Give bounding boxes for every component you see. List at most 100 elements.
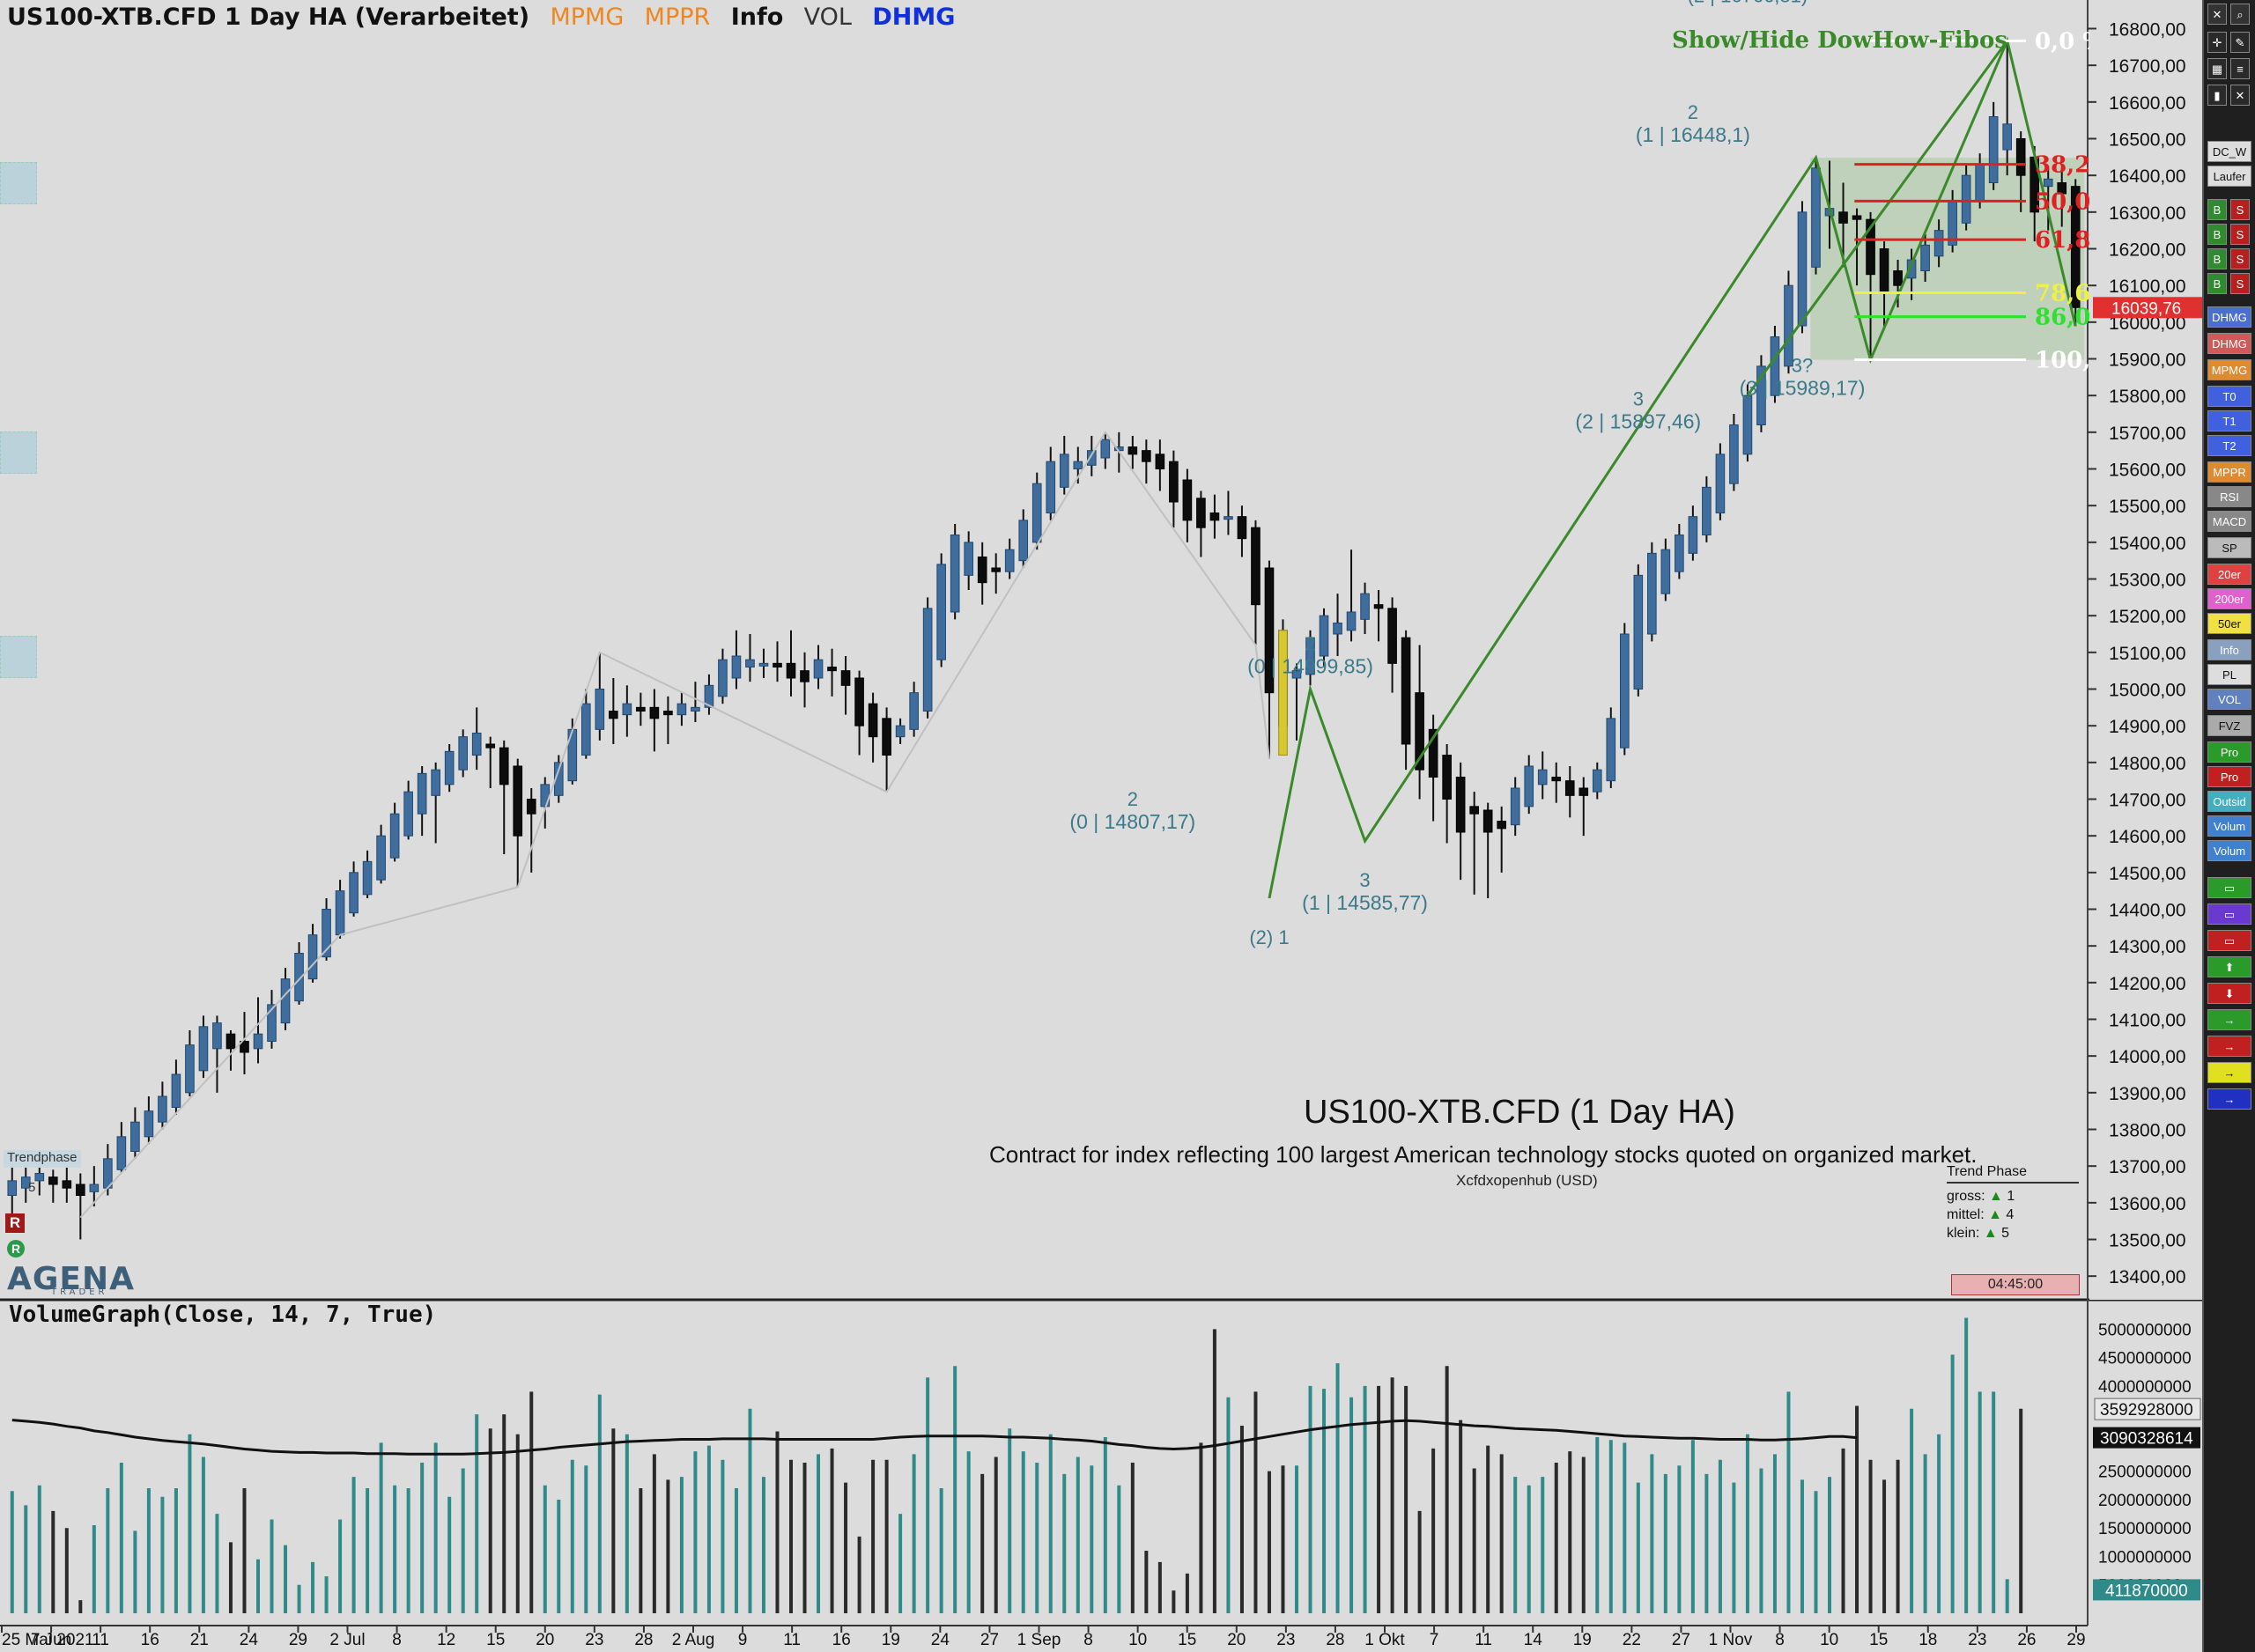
candle-body (622, 703, 632, 716)
r-circle-badge[interactable]: R (7, 1240, 25, 1257)
side-marker[interactable] (0, 162, 37, 204)
trend-row-label: klein: (1947, 1226, 1980, 1241)
toolbar-buy[interactable]: B (2207, 248, 2227, 269)
instrument-description: Contract for index reflecting 100 larges… (989, 1141, 1978, 1168)
close-icon[interactable]: ✕ (2207, 4, 2227, 25)
trend-row-gross: gross: ▲ 1 (1947, 1189, 2079, 1207)
chart-icon[interactable]: ▮ (2207, 85, 2227, 106)
indicator-mpmg[interactable]: MPMG (550, 4, 625, 31)
candle-body (895, 725, 906, 738)
toolbar-green-rect-icon[interactable]: ▭ (2207, 877, 2251, 898)
wave-label-number: (2 | 16766,81) (1688, 0, 1808, 6)
price-tick-label: 14200,00 (2109, 974, 2186, 994)
arrow-right-blue-icon[interactable]: → (2207, 1088, 2251, 1110)
toolbar-dhmg-2[interactable]: DHMG (2207, 333, 2251, 354)
candle-body (267, 1004, 277, 1043)
toolbar-50er[interactable]: 50er (2207, 613, 2251, 634)
toolbar-buy[interactable]: B (2207, 224, 2227, 245)
toolbar-buy[interactable]: B (2207, 273, 2227, 294)
date-tick-label: 12 (437, 1631, 455, 1649)
candle-body (1497, 821, 1506, 830)
candle-body (116, 1136, 127, 1170)
toolbar-mpmg[interactable]: MPMG (2207, 359, 2251, 380)
trend-row-label: mittel: (1947, 1207, 1985, 1222)
search-icon[interactable]: ⌕ (2230, 4, 2250, 25)
toolbar-20er[interactable]: 20er (2207, 564, 2251, 585)
toolbar-red-rect-icon[interactable]: ▭ (2207, 930, 2251, 951)
indicator-info[interactable]: Info (730, 4, 784, 31)
toolbar-dhmg[interactable]: DHMG (2207, 306, 2251, 328)
trend-row-value: 4 (2006, 1207, 2015, 1222)
toolbar-t1[interactable]: T1 (2207, 410, 2251, 431)
toolbar-sp[interactable]: SP (2207, 537, 2251, 558)
toolbar-buy[interactable]: B (2207, 199, 2227, 220)
candle-body (130, 1121, 140, 1152)
toolbar-sell[interactable]: S (2230, 224, 2250, 245)
candle-body (1264, 567, 1275, 694)
draw-icon[interactable]: ✎ (2230, 32, 2250, 53)
up-triangle-icon: ▲ (1989, 1189, 2003, 1204)
arrow-up-icon[interactable]: ⬆ (2207, 956, 2251, 977)
toolbar-vol[interactable]: VOL (2207, 689, 2251, 710)
wave-label-value: (2 | 15897,46) (1575, 410, 1701, 433)
volume-tick-label: 1000000000 (2098, 1548, 2192, 1567)
toolbar-pl[interactable]: PL (2207, 664, 2251, 685)
indicator-dhmg[interactable]: DHMG (872, 4, 956, 31)
candle-body (48, 1176, 58, 1185)
agena-logo-sub: TRADER (51, 1287, 108, 1297)
toolbar-sell[interactable]: S (2230, 273, 2250, 294)
volume-panel-title[interactable]: VolumeGraph(Close, 14, 7, True) (9, 1302, 437, 1328)
indicator-mppr[interactable]: MPPR (644, 4, 711, 31)
toolbar-fvz[interactable]: FVZ (2207, 715, 2251, 736)
indicator-vol[interactable]: VOL (803, 4, 852, 31)
toolbar-purple-rect-icon[interactable]: ▭ (2207, 903, 2251, 925)
wave-labels: 2(1 | 16448,1)(2 | 16766,81)3(2 | 15897,… (1069, 0, 1865, 948)
toolbar-macd[interactable]: MACD (2207, 511, 2251, 532)
candle-body (226, 1033, 236, 1050)
toolbar-t0[interactable]: T0 (2207, 386, 2251, 407)
candle-body (1702, 486, 1712, 535)
arrow-right-green-icon[interactable]: → (2207, 1009, 2251, 1030)
grid-icon[interactable]: ▦ (2207, 58, 2227, 79)
volume-axis[interactable]: 5000000000 4500000000 4000000000 2500000000… (2093, 1321, 2201, 1601)
instrument-title[interactable]: US100-XTB.CFD 1 Day HA (Verarbeitet) (7, 4, 530, 31)
price-axis[interactable]: 16800,00 16700,00 16600,00 16500,00 16400,00… (2088, 0, 2202, 1300)
date-tick-label: 28 (634, 1631, 653, 1649)
toolbar-pro-green[interactable]: Pro (2207, 741, 2251, 763)
date-tick-label: 16 (141, 1631, 159, 1649)
side-marker[interactable] (0, 431, 37, 474)
toolbar-volume[interactable]: Volum (2207, 815, 2251, 837)
trendphase-tag[interactable]: Trendphase (4, 1150, 81, 1168)
candle-body (1933, 230, 1944, 257)
toolbar-200er[interactable]: 200er (2207, 588, 2251, 609)
lines-icon[interactable]: ≡ (2230, 58, 2250, 79)
arrow-right-yellow-icon[interactable]: → (2207, 1062, 2251, 1083)
candle-body (198, 1026, 209, 1072)
toolbar-pro-red[interactable]: Pro (2207, 766, 2251, 787)
candle-body (977, 557, 987, 584)
toolbar-rsi[interactable]: RSI (2207, 486, 2251, 507)
toolbar-dc-w[interactable]: DC_W (2207, 141, 2251, 162)
candle-body (1169, 461, 1179, 503)
candle-body (1155, 454, 1165, 469)
toolbar-sell[interactable]: S (2230, 248, 2250, 269)
candle-body (950, 535, 960, 613)
toolbar-t2[interactable]: T2 (2207, 435, 2251, 456)
crosshair-icon[interactable]: ✛ (2207, 32, 2227, 53)
toolbar-volume-2[interactable]: Volum (2207, 840, 2251, 861)
price-tick-label: 16800,00 (2109, 20, 2186, 41)
toolbar-mppr[interactable]: MPPR (2207, 461, 2251, 483)
tools-icon[interactable]: ✕ (2230, 85, 2250, 106)
toolbar-sell[interactable]: S (2230, 199, 2250, 220)
arrow-right-red-icon[interactable]: → (2207, 1036, 2251, 1057)
price-tick-label: 14700,00 (2109, 791, 2186, 811)
toolbar-laufer[interactable]: Laufer (2207, 166, 2251, 187)
side-marker[interactable] (0, 636, 37, 678)
price-tick-label: 15600,00 (2109, 461, 2186, 481)
toolbar-outside[interactable]: Outsid (2207, 791, 2251, 812)
toolbar-info[interactable]: Info (2207, 639, 2251, 660)
arrow-down-icon[interactable]: ⬇ (2207, 983, 2251, 1004)
r-badge[interactable]: R (5, 1213, 25, 1233)
